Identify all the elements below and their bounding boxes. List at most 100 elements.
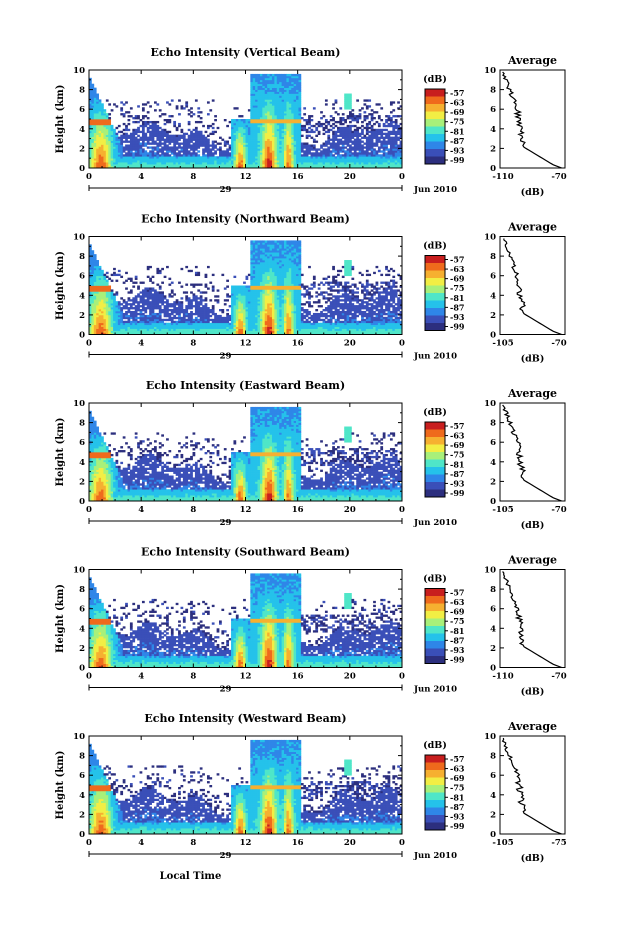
heatmap-cell [190, 148, 193, 151]
heatmap-cell [103, 122, 107, 126]
heatmap-cell [341, 113, 345, 116]
heatmap-cell [300, 154, 304, 157]
heatmap-cell [158, 130, 162, 134]
heatmap-cell [324, 103, 328, 106]
heatmap-cell [235, 285, 239, 288]
heatmap-cell [120, 297, 124, 300]
heatmap-cell [96, 105, 99, 108]
heatmap-cell [199, 166, 203, 169]
heatmap-cell [139, 160, 143, 163]
heatmap-cell [156, 148, 160, 151]
heatmap-cell [211, 142, 215, 145]
heatmap-cell [166, 146, 169, 149]
heatmap-cell [308, 126, 311, 130]
heatmap-cell [252, 160, 256, 163]
heatmap-cell [238, 142, 242, 145]
heatmap-cell [161, 136, 164, 139]
heatmap-cell [103, 138, 107, 141]
heatmap-cell [96, 111, 99, 114]
heatmap-cell [243, 144, 246, 147]
heatmap-cell [117, 138, 121, 141]
heatmap-cell [327, 120, 331, 124]
average-frame [499, 69, 566, 169]
heatmap-cell [250, 101, 254, 104]
heatmap-cell [122, 140, 126, 143]
heatmap-cell [185, 144, 189, 147]
heatmap-cell [315, 122, 319, 126]
heatmap-cell [103, 142, 107, 145]
heatmap-cell [187, 269, 191, 273]
heatmap-cell [89, 136, 92, 139]
heatmap-cell [238, 126, 242, 130]
heatmap-cell [243, 150, 246, 153]
heatmap-cell [151, 152, 155, 155]
heatmap-cell [336, 134, 340, 137]
heatmap-cell [137, 158, 140, 161]
heatmap-cell [387, 130, 391, 134]
heatmap-cell [380, 119, 384, 122]
heatmap-cell [233, 138, 237, 141]
heatmap-cell [370, 124, 374, 128]
heatmap-cell [161, 309, 164, 312]
heatmap-cell [110, 136, 114, 139]
heatmap-cell [320, 144, 323, 147]
heatmap-cell [206, 265, 210, 269]
heatmap-cell [243, 126, 246, 130]
heatmap-cell [322, 115, 326, 118]
heatmap-cell [101, 134, 104, 137]
heatmap-cell [204, 148, 208, 151]
heatmap-cell [101, 105, 104, 108]
heatmap-cell [320, 111, 323, 114]
heatmap-cell [317, 148, 321, 151]
heatmap-cell [197, 138, 201, 141]
heatmap-cell [202, 152, 205, 155]
heatmap-cell [139, 130, 143, 134]
heatmap-cell [105, 115, 109, 118]
heatmap-cell [250, 109, 254, 112]
heatmap-cell [194, 144, 198, 147]
heatmap-cell [161, 130, 164, 134]
heatmap-cell [204, 291, 208, 294]
heatmap-cell [192, 136, 196, 139]
heatmap-cell [180, 136, 184, 139]
heatmap-cell [158, 305, 162, 308]
heatmap-cell [144, 152, 148, 155]
heatmap-cell [233, 107, 237, 110]
heatmap-cell [151, 160, 155, 163]
heatmap-cell [108, 158, 112, 161]
heatmap-cell [235, 146, 239, 149]
heatmap-cell [98, 105, 102, 108]
heatmap-cell [173, 134, 177, 137]
heatmap-cell [103, 144, 107, 147]
heatmap-cell [163, 275, 167, 279]
heatmap-cell [115, 105, 119, 108]
heatmap-cell [235, 134, 239, 137]
x-tick-label: 4 [138, 172, 144, 182]
heatmap-cell [397, 101, 400, 104]
colorbar-tick-label: -57 [450, 88, 464, 98]
heatmap-cell [247, 144, 251, 147]
heatmap-cell [204, 136, 208, 139]
heatmap-cell [194, 134, 198, 137]
heatmap-cell [329, 138, 333, 141]
heatmap-cell [363, 134, 367, 137]
heatmap-cell [93, 142, 97, 145]
heatmap-cell [216, 160, 220, 163]
heatmap-cell [305, 119, 309, 122]
heatmap-cell [125, 271, 128, 275]
heatmap-cell [166, 154, 169, 157]
heatmap-cell [394, 115, 398, 118]
heatmap-cell [245, 158, 249, 161]
heatmap-cell [120, 101, 124, 104]
heatmap-cell [108, 134, 112, 137]
heatmap-cell [329, 128, 333, 132]
heatmap-cell [101, 122, 104, 126]
heatmap-cell [187, 122, 191, 126]
heatmap-cell [132, 162, 136, 165]
heatmap-cell [245, 122, 249, 126]
heatmap-cell [358, 109, 362, 112]
heatmap-cell [144, 307, 148, 310]
heatmap-cell [161, 158, 164, 161]
heatmap-cell [110, 126, 114, 130]
heatmap-cell [178, 124, 181, 128]
